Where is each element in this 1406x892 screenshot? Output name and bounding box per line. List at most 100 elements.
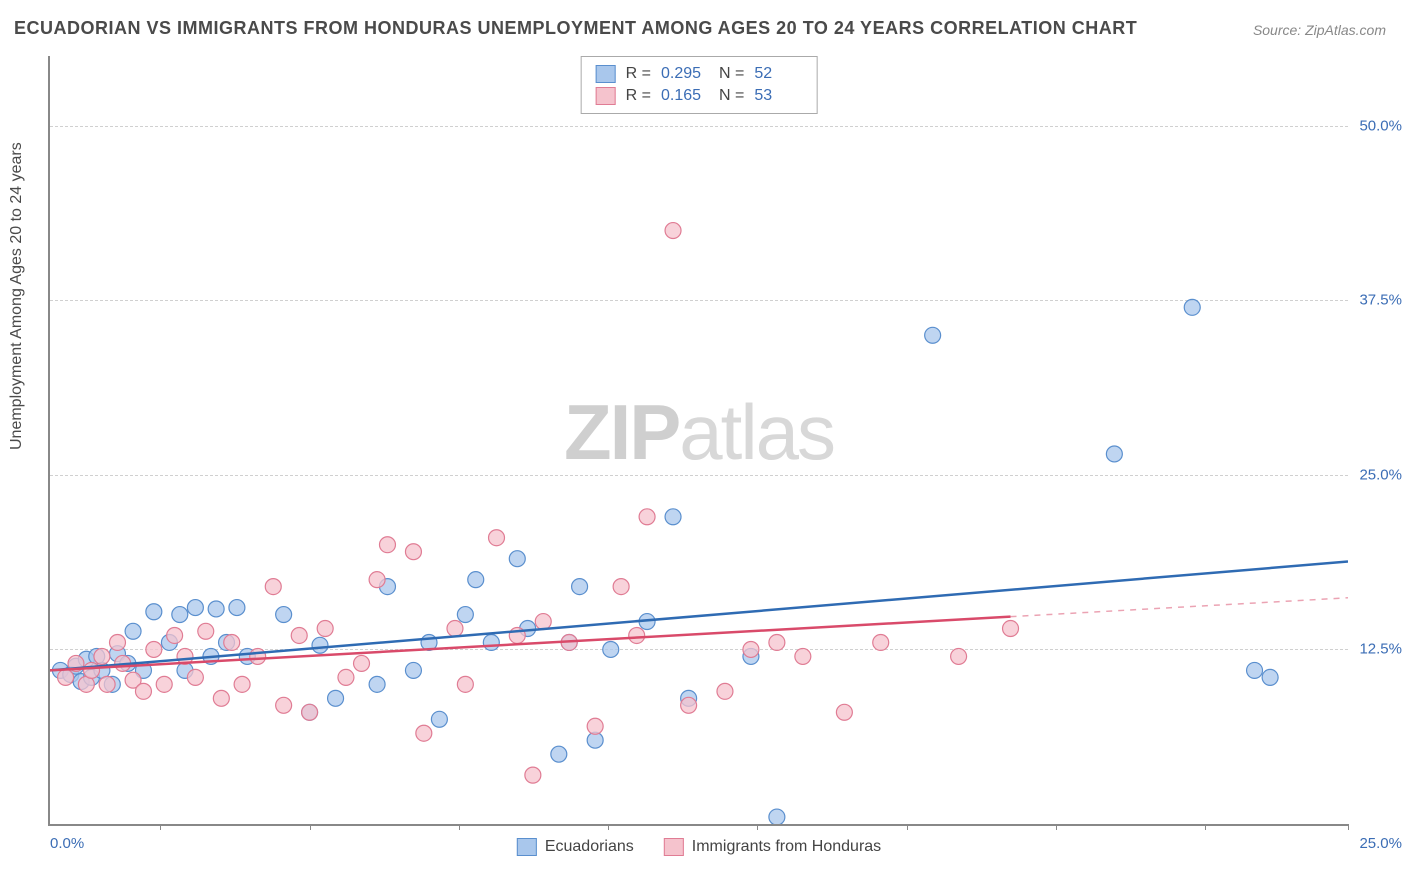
x-minor-tick	[1205, 824, 1206, 830]
x-minor-tick	[757, 824, 758, 830]
data-point	[265, 579, 281, 595]
data-point	[665, 509, 681, 525]
x-minor-tick	[310, 824, 311, 830]
data-point	[198, 623, 214, 639]
data-point	[629, 628, 645, 644]
data-point	[681, 697, 697, 713]
data-point	[146, 604, 162, 620]
data-point	[172, 607, 188, 623]
data-point	[167, 628, 183, 644]
chart-title: ECUADORIAN VS IMMIGRANTS FROM HONDURAS U…	[14, 18, 1137, 39]
data-point	[743, 641, 759, 657]
data-point	[769, 809, 785, 824]
correlation-row-honduras: R = 0.165 N = 53	[596, 85, 803, 107]
data-point	[317, 621, 333, 637]
data-point	[951, 648, 967, 664]
data-point	[276, 607, 292, 623]
data-point	[187, 669, 203, 685]
data-point	[1247, 662, 1263, 678]
y-tick-label: 12.5%	[1359, 641, 1402, 658]
x-minor-tick	[608, 824, 609, 830]
data-point	[369, 572, 385, 588]
data-point	[1262, 669, 1278, 685]
n-label: N =	[719, 87, 744, 105]
data-point	[572, 579, 588, 595]
data-point	[836, 704, 852, 720]
y-tick-label: 37.5%	[1359, 292, 1402, 309]
y-axis-label: Unemployment Among Ages 20 to 24 years	[8, 142, 26, 450]
data-point	[483, 634, 499, 650]
data-point	[379, 537, 395, 553]
y-tick-label: 50.0%	[1359, 117, 1402, 134]
data-point	[1106, 446, 1122, 462]
data-point	[354, 655, 370, 671]
data-point	[795, 648, 811, 664]
data-point	[125, 623, 141, 639]
data-point	[717, 683, 733, 699]
data-point	[94, 648, 110, 664]
data-point	[1003, 621, 1019, 637]
data-point	[447, 621, 463, 637]
data-point	[328, 690, 344, 706]
x-tick-end: 25.0%	[1359, 835, 1402, 852]
data-point	[587, 718, 603, 734]
data-point	[925, 327, 941, 343]
trend-line	[50, 561, 1348, 670]
x-minor-tick	[459, 824, 460, 830]
data-point	[208, 601, 224, 617]
legend-label-ecuadorians: Ecuadorians	[545, 838, 634, 856]
data-point	[416, 725, 432, 741]
data-point	[489, 530, 505, 546]
data-point	[250, 648, 266, 664]
data-point	[431, 711, 447, 727]
data-point	[110, 634, 126, 650]
data-point	[468, 572, 484, 588]
source-attribution: Source: ZipAtlas.com	[1253, 22, 1386, 38]
data-point	[613, 579, 629, 595]
n-value-honduras: 53	[754, 87, 802, 105]
data-point	[457, 607, 473, 623]
correlation-legend: R = 0.295 N = 52 R = 0.165 N = 53	[581, 56, 818, 114]
correlation-row-ecuadorians: R = 0.295 N = 52	[596, 63, 803, 85]
data-point	[213, 690, 229, 706]
data-point	[229, 600, 245, 616]
data-point	[99, 676, 115, 692]
data-point	[769, 634, 785, 650]
data-point	[156, 676, 172, 692]
data-point	[603, 641, 619, 657]
data-point	[873, 634, 889, 650]
scatter-svg	[50, 56, 1348, 824]
r-value-honduras: 0.165	[661, 87, 709, 105]
swatch-honduras-icon	[664, 838, 684, 856]
data-point	[146, 641, 162, 657]
data-point	[276, 697, 292, 713]
data-point	[338, 669, 354, 685]
data-point	[224, 634, 240, 650]
trend-line-dashed	[1011, 598, 1348, 617]
data-point	[509, 551, 525, 567]
data-point	[405, 662, 421, 678]
chart-plot-area: ZIPatlas R = 0.295 N = 52 R = 0.165 N = …	[48, 56, 1348, 826]
data-point	[639, 509, 655, 525]
swatch-ecuadorians-icon	[517, 838, 537, 856]
data-point	[58, 669, 74, 685]
r-label: R =	[626, 65, 651, 83]
legend-label-honduras: Immigrants from Honduras	[692, 838, 881, 856]
x-tick-start: 0.0%	[50, 835, 84, 852]
series-legend: Ecuadorians Immigrants from Honduras	[517, 838, 881, 856]
legend-item-ecuadorians: Ecuadorians	[517, 838, 634, 856]
swatch-honduras	[596, 87, 616, 105]
x-minor-tick	[907, 824, 908, 830]
data-point	[525, 767, 541, 783]
data-point	[1184, 299, 1200, 315]
data-point	[312, 637, 328, 653]
data-point	[302, 704, 318, 720]
n-value-ecuadorians: 52	[754, 65, 802, 83]
data-point	[187, 600, 203, 616]
y-tick-label: 25.0%	[1359, 466, 1402, 483]
data-point	[84, 662, 100, 678]
n-label: N =	[719, 65, 744, 83]
data-point	[234, 676, 250, 692]
data-point	[551, 746, 567, 762]
swatch-ecuadorians	[596, 65, 616, 83]
